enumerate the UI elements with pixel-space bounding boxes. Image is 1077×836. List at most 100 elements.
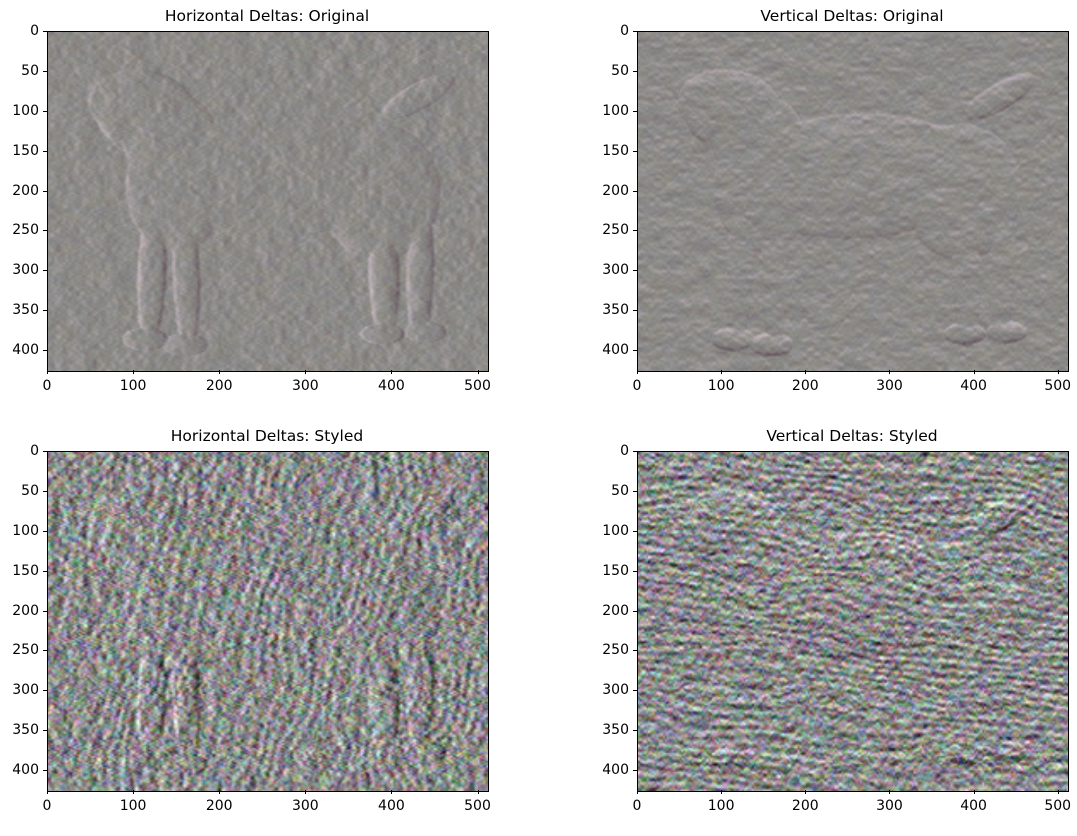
xtick-mark (133, 790, 135, 794)
ytick-label: 100 (602, 522, 629, 539)
subplot-title-vertical-styled: Vertical Deltas: Styled (766, 427, 938, 445)
xtick-mark (889, 370, 891, 374)
xtick-label: 100 (707, 378, 735, 394)
ytick-mark (43, 650, 47, 652)
ytick-mark (633, 350, 637, 352)
xtick-mark (305, 370, 307, 374)
ytick-label: 150 (602, 142, 629, 159)
xtick-mark (721, 370, 723, 374)
xtick-mark (477, 370, 479, 374)
xtick-label: 400 (378, 798, 405, 814)
xtick-label: 0 (42, 378, 52, 394)
ytick-mark (633, 570, 637, 572)
xtick-mark (133, 370, 135, 374)
plot-area-vertical-original (637, 31, 1069, 372)
ytick-mark (43, 70, 47, 72)
ytick-label: 350 (602, 722, 629, 739)
xtick-label: 400 (960, 798, 987, 814)
ytick-label: 50 (21, 482, 39, 499)
ytick-label: 400 (602, 342, 629, 359)
ytick-label: 50 (611, 482, 629, 499)
ytick-mark (633, 690, 637, 692)
ytick-label: 300 (12, 262, 39, 279)
ytick-mark (43, 730, 47, 732)
ytick-label: 350 (12, 722, 39, 739)
xtick-mark (1057, 790, 1059, 794)
ytick-mark (633, 270, 637, 272)
ytick-mark (633, 610, 637, 612)
ytick-label: 0 (620, 23, 629, 39)
ytick-mark (43, 150, 47, 152)
xtick-label: 100 (119, 798, 147, 814)
ytick-mark (633, 530, 637, 532)
xtick-mark (889, 790, 891, 794)
xtick-mark (47, 370, 48, 374)
ytick-label: 100 (12, 522, 39, 539)
ytick-mark (43, 230, 47, 232)
ytick-mark (633, 230, 637, 232)
ytick-mark (43, 310, 47, 312)
delta-image-horizontal-styled (48, 452, 488, 791)
ytick-label: 200 (602, 602, 629, 619)
ytick-label: 300 (602, 262, 629, 279)
xtick-label: 300 (876, 378, 903, 394)
plot-area-horizontal-styled (47, 451, 489, 792)
delta-image-vertical-styled (638, 452, 1068, 791)
ytick-label: 150 (12, 562, 39, 579)
ytick-mark (633, 150, 637, 152)
ytick-mark (633, 490, 637, 492)
xtick-mark (973, 790, 975, 794)
ytick-label: 400 (602, 762, 629, 779)
xtick-label: 300 (291, 798, 319, 814)
xtick-label: 200 (205, 798, 233, 814)
subplot-vertical-original: Vertical Deltas: Original 0 50 100 150 200 250… (602, 7, 1071, 394)
xtick-mark (219, 790, 221, 794)
xtick-mark (805, 790, 807, 794)
subplot-horizontal-styled: Horizontal Deltas: Styled 0 50 100 150 200 250… (12, 427, 491, 814)
xtick-mark (973, 370, 975, 374)
ytick-mark (43, 31, 47, 32)
xtick-label: 500 (1044, 798, 1072, 814)
ytick-label: 200 (12, 182, 39, 199)
ytick-mark (43, 530, 47, 532)
ytick-label: 400 (12, 342, 39, 359)
ytick-label: 250 (12, 642, 39, 659)
ytick-label: 250 (602, 642, 629, 659)
xtick-label: 300 (291, 378, 319, 394)
plot-area-vertical-styled (637, 451, 1069, 792)
ytick-mark (43, 690, 47, 692)
xtick-label: 400 (378, 378, 405, 394)
ytick-label: 300 (602, 682, 629, 699)
ytick-mark (633, 770, 637, 772)
plot-area-horizontal-original (47, 31, 489, 372)
ytick-mark (633, 190, 637, 192)
xtick-mark (637, 790, 638, 794)
subplot-title-horizontal-styled: Horizontal Deltas: Styled (170, 427, 364, 445)
xtick-mark (305, 790, 307, 794)
xtick-label: 200 (791, 378, 819, 394)
delta-image-vertical-original (638, 32, 1068, 371)
subplot-horizontal-original: Horizontal Deltas: Original 0 50 100 150 200 2… (12, 7, 491, 394)
ytick-label: 150 (12, 142, 39, 159)
xtick-label: 200 (205, 378, 233, 394)
ytick-mark (43, 190, 47, 192)
xtick-mark (391, 370, 393, 374)
ytick-label: 150 (602, 562, 629, 579)
xtick-label: 100 (119, 378, 147, 394)
subplot-title-horizontal-original: Horizontal Deltas: Original (164, 7, 370, 25)
ytick-label: 200 (12, 602, 39, 619)
ytick-label: 0 (30, 23, 39, 39)
ytick-label: 0 (30, 443, 39, 459)
ytick-mark (43, 270, 47, 272)
ytick-mark (43, 610, 47, 612)
xtick-mark (637, 370, 638, 374)
xtick-label: 200 (791, 798, 819, 814)
ytick-mark (633, 70, 637, 72)
ytick-label: 400 (12, 762, 39, 779)
ytick-label: 100 (12, 102, 39, 119)
xtick-mark (1057, 370, 1059, 374)
ytick-mark (43, 770, 47, 772)
ytick-mark (633, 310, 637, 312)
ytick-label: 0 (620, 443, 629, 459)
